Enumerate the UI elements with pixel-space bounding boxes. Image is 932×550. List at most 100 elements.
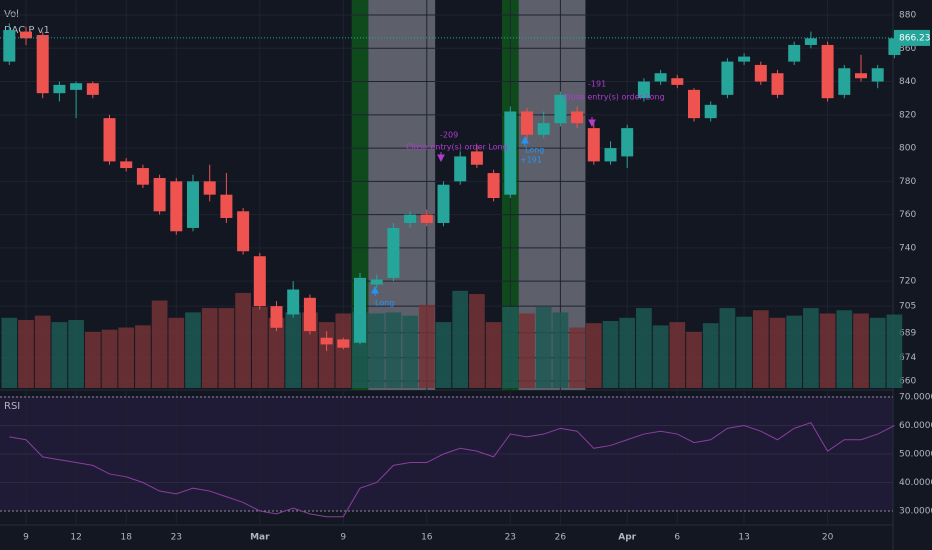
annotation: Long [525, 146, 544, 155]
y-tick-label: 660 [899, 377, 916, 387]
volume-bar [135, 325, 151, 388]
annotation: Close entry(s) order Long [563, 93, 665, 102]
signal-arrow [371, 285, 379, 296]
candle-body [203, 181, 216, 195]
volume-bar [786, 315, 803, 388]
annotation: Long [375, 299, 394, 308]
candle-body [253, 256, 266, 307]
candle-body [487, 173, 500, 198]
volume-bar [435, 322, 452, 388]
x-tick-label: Mar [250, 533, 270, 543]
volume-bar [469, 294, 485, 388]
y-tick-label: 860 [899, 44, 916, 54]
volume-bar [819, 313, 836, 388]
candle-body [504, 111, 517, 195]
candle-body [187, 181, 199, 228]
candle-body [704, 104, 717, 119]
volume-bar [702, 323, 719, 388]
candle-body [103, 118, 116, 162]
candle-body [804, 38, 817, 45]
signal-arrow [437, 152, 445, 163]
candle-body [303, 297, 316, 332]
volume-bar [752, 310, 769, 388]
volume-bar [151, 300, 168, 388]
candle-body [554, 94, 567, 124]
y-tick-label: 50.0000 [899, 450, 932, 460]
y-tick-label: 840 [899, 77, 916, 87]
candle-body [637, 81, 650, 99]
volume-bar [552, 312, 569, 388]
volume-bar [268, 317, 285, 388]
annotation: Close entry(s) order Long [406, 143, 508, 152]
candle-body [437, 184, 450, 223]
candle-body [86, 83, 99, 95]
volume-bar [886, 314, 903, 388]
y-tick-label: 70.0000 [899, 393, 932, 403]
candle-body [70, 83, 83, 90]
annotation: +191 [520, 156, 542, 165]
volume-bar [335, 313, 352, 388]
candle-body [337, 339, 350, 348]
volume-bar [485, 322, 502, 388]
y-tick-label: 40.0000 [899, 478, 932, 488]
y-tick-label: 30.0000 [899, 507, 932, 517]
volume-bar [34, 315, 51, 388]
x-tick-label: Apr [618, 533, 636, 543]
candle-body [688, 89, 700, 119]
y-tick-label: 780 [899, 177, 916, 187]
volume-bar [185, 312, 201, 388]
candle-body [320, 337, 333, 345]
volume-bar [652, 325, 669, 388]
volume-bar [602, 321, 619, 388]
x-tick-label: 9 [23, 533, 29, 543]
annotation: -191 [588, 80, 606, 89]
chart-title: DAC P v1 [4, 25, 50, 36]
candle-body [738, 56, 751, 62]
x-tick-label: 20 [822, 533, 834, 543]
candle-body [671, 78, 684, 85]
volume-bar [168, 317, 185, 388]
candle-body [153, 178, 166, 212]
candle-body [838, 68, 851, 95]
candle-body [354, 277, 366, 343]
candle-body [136, 168, 149, 185]
volume-bar [719, 308, 736, 388]
candle-body [287, 289, 300, 315]
candle-body [604, 148, 617, 162]
x-tick-label: 13 [738, 533, 749, 543]
volume-bar [686, 331, 702, 388]
volume-bar [769, 317, 786, 388]
volume-bar [836, 310, 853, 388]
volume-bar [452, 290, 469, 388]
candle-body [855, 73, 867, 79]
candle-body [571, 111, 584, 124]
x-tick-label: 9 [340, 533, 346, 543]
candle-body [771, 73, 784, 95]
candle-body [621, 128, 634, 157]
x-tick-label: 6 [674, 533, 680, 543]
y-tick-label: 60.0000 [899, 421, 932, 431]
volume-bar [569, 327, 585, 388]
candle-body [3, 29, 16, 62]
candle-body [36, 34, 49, 94]
x-tick-label: 23 [505, 533, 516, 543]
volume-bar [18, 319, 34, 388]
candle-body [721, 61, 734, 95]
y-tick-label: 760 [899, 210, 916, 220]
x-tick-label: 18 [120, 533, 132, 543]
volume-bar [519, 313, 535, 388]
candle-body [788, 44, 801, 62]
volume-bar [285, 312, 302, 388]
x-tick-label: 12 [70, 533, 81, 543]
y-tick-label: 720 [899, 277, 916, 287]
volume-bar [218, 308, 235, 388]
volume-bar [669, 322, 686, 388]
y-tick-label: 705 [899, 302, 916, 312]
annotation: -209 [440, 131, 458, 140]
x-tick-label: 23 [171, 533, 182, 543]
y-tick-label: 740 [899, 243, 916, 253]
volume-bar [368, 313, 385, 388]
candle-body [170, 181, 183, 232]
